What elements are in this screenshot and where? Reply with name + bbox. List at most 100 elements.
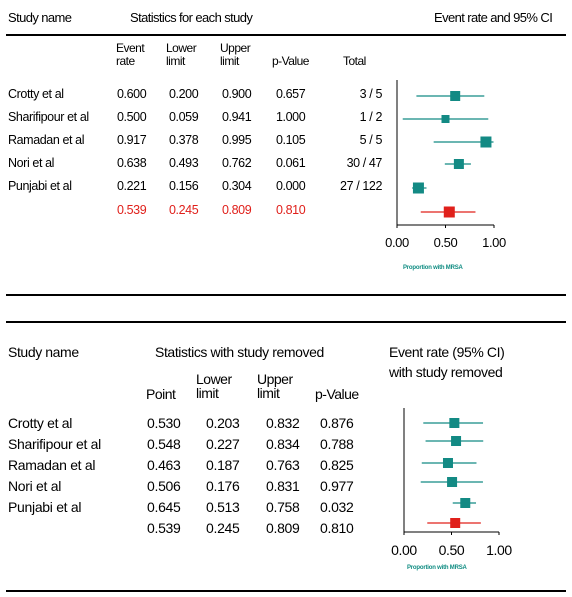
study-marker — [412, 182, 424, 194]
total-value: 30 / 47 — [346, 156, 383, 170]
p-value: 1.000 — [276, 110, 306, 124]
p-value: 0.657 — [276, 87, 306, 101]
study-name-header: Study name — [8, 10, 72, 25]
summary-p-value: 0.810 — [320, 520, 354, 536]
study-marker — [451, 436, 462, 446]
col-upper-header: Upper limit — [220, 41, 251, 68]
upper-limit-value: 0.758 — [266, 499, 300, 515]
col-lower-header: Lower limit — [166, 41, 197, 68]
axis-label-2: Proportion with MRSA — [407, 565, 467, 571]
col-upper-line1: Upper — [220, 41, 251, 55]
upper-limit-value: 0.304 — [222, 179, 252, 193]
col-lower-2-line2: limit — [196, 385, 219, 401]
summary-upper-limit: 0.809 — [222, 203, 252, 217]
study-name: Crotty et al — [8, 87, 64, 101]
point-value: 0.530 — [147, 415, 181, 431]
study-name: Punjabi et al — [8, 179, 72, 193]
study-name: Ramadan et al — [8, 133, 85, 147]
p-value: 0.977 — [320, 478, 354, 494]
lower-limit-value: 0.227 — [206, 436, 240, 452]
col-upper-line2: limit — [220, 54, 239, 68]
summary-point: 0.539 — [147, 520, 181, 536]
col-upper-2-line1: Upper — [257, 371, 293, 387]
lower-limit-value: 0.378 — [169, 133, 199, 147]
study-marker — [441, 115, 450, 123]
x-tick-label: 1.00 — [486, 542, 512, 558]
x-tick-label: 1.00 — [482, 235, 506, 250]
study-marker — [447, 477, 458, 487]
event-rate-value: 0.600 — [117, 87, 147, 101]
total-value: 5 / 5 — [359, 133, 383, 147]
col-upper-2-line2: limit — [257, 385, 280, 401]
lower-limit-value: 0.203 — [206, 415, 240, 431]
p-value: 0.788 — [320, 436, 354, 452]
point-value: 0.506 — [147, 478, 181, 494]
summary-lower-limit: 0.245 — [169, 203, 199, 217]
lower-limit-value: 0.176 — [206, 478, 240, 494]
lower-limit-value: 0.493 — [169, 156, 199, 170]
event-rate-value: 0.500 — [117, 110, 147, 124]
study-name: Ramadan et al — [8, 457, 96, 473]
point-value: 0.645 — [147, 499, 181, 515]
stats-title-2: Statistics with study removed — [155, 344, 324, 360]
p-value: 0.032 — [320, 499, 354, 515]
summary-p-value: 0.810 — [276, 203, 306, 217]
total-value: 27 / 122 — [340, 179, 382, 193]
col-event-line1: Event — [116, 41, 145, 55]
col-event-rate-header: Event rate — [116, 41, 145, 68]
upper-limit-value: 0.995 — [222, 133, 252, 147]
lower-limit-value: 0.059 — [169, 110, 199, 124]
x-tick-label: 0.50 — [433, 235, 458, 250]
plot-title-2-line2: with study removed — [389, 364, 503, 380]
summary-lower-limit: 0.245 — [206, 520, 240, 536]
study-marker — [480, 136, 492, 148]
p-value: 0.876 — [320, 415, 354, 431]
col-lower-line1: Lower — [166, 41, 197, 55]
lower-limit-value: 0.200 — [169, 87, 199, 101]
x-tick-label: 0.00 — [391, 542, 417, 558]
col-p-header-2: p-Value — [315, 386, 359, 402]
stats-title: Statistics for each study — [130, 10, 253, 25]
summary-marker — [450, 518, 461, 528]
upper-limit-value: 0.900 — [222, 87, 252, 101]
event-rate-value: 0.917 — [117, 133, 147, 147]
x-tick-label: 0.00 — [385, 235, 409, 250]
col-event-line2: rate — [116, 54, 135, 68]
col-total-header: Total — [343, 54, 366, 68]
col-lower-2-line1: Lower — [196, 371, 232, 387]
upper-limit-value: 0.832 — [266, 415, 300, 431]
p-value: 0.000 — [276, 179, 306, 193]
study-name: Punjabi et al — [8, 499, 82, 515]
col-lower-line2: limit — [166, 54, 185, 68]
p-value: 0.105 — [276, 133, 306, 147]
study-name: Nori et al — [8, 156, 55, 170]
event-rate-value: 0.638 — [117, 156, 147, 170]
lower-limit-value: 0.156 — [169, 179, 199, 193]
col-p-header: p-Value — [272, 54, 309, 68]
col-point-header: Point — [146, 386, 176, 402]
event-rate-value: 0.221 — [117, 179, 147, 193]
study-marker — [442, 458, 453, 468]
x-tick-label: 0.50 — [438, 542, 465, 558]
total-value: 1 / 2 — [359, 110, 383, 124]
study-name: Sharifipour et al — [8, 436, 101, 452]
panel-2-top-rule — [6, 321, 566, 323]
col-upper-header-2: Upper limit — [257, 372, 293, 400]
header-rule — [6, 34, 566, 36]
summary-marker — [443, 206, 455, 218]
upper-limit-value: 0.831 — [266, 478, 300, 494]
panel-2-bottom-rule — [6, 590, 566, 592]
study-name: Crotty et al — [8, 415, 73, 431]
study-marker — [453, 159, 464, 169]
p-value: 0.061 — [276, 156, 306, 170]
summary-upper-limit: 0.809 — [266, 520, 300, 536]
total-value: 3 / 5 — [359, 87, 383, 101]
lower-limit-value: 0.513 — [206, 499, 240, 515]
point-value: 0.548 — [147, 436, 181, 452]
upper-limit-value: 0.762 — [222, 156, 252, 170]
plot-title: Event rate and 95% CI — [434, 10, 553, 25]
panel-1-bottom-rule — [6, 294, 566, 296]
upper-limit-value: 0.763 — [266, 457, 300, 473]
